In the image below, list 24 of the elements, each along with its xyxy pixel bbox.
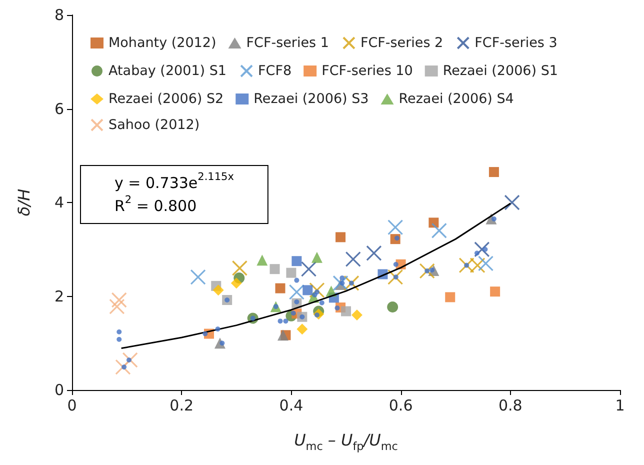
legend-label: FCF8: [258, 63, 292, 79]
x-tick-label: 1: [615, 396, 625, 414]
legend-label: Mohanty (2012): [108, 35, 216, 51]
y-tick-label: 4: [54, 194, 64, 212]
y-tick-label: 2: [54, 287, 64, 306]
legend-label: Rezaei (2006) S2: [108, 91, 224, 107]
x-tick-label: 0.2: [170, 396, 194, 414]
legend-label: FCF-series 1: [246, 35, 329, 51]
y-tick-label: 0: [54, 381, 64, 399]
legend-label: Rezaei (2006) S4: [398, 91, 514, 107]
legend-label: Rezaei (2006) S3: [254, 91, 369, 107]
y-tick-label: 6: [54, 100, 64, 118]
y-tick-label: 8: [54, 6, 64, 24]
legend-label: FCF-series 2: [360, 35, 444, 51]
y-axis-title: δ/H: [14, 188, 34, 216]
legend-label: FCF-series 10: [322, 63, 413, 79]
legend-label: FCF-series 3: [474, 35, 558, 51]
x-tick-label: 0.4: [279, 396, 304, 414]
x-tick-label: 0.6: [388, 396, 413, 414]
legend-label: Sahoo (2012): [108, 117, 200, 133]
legend-label: Rezaei (2006) S1: [442, 63, 558, 79]
legend-label: Atabay (2001) S1: [108, 63, 227, 79]
x-tick-label: 0.8: [498, 396, 522, 414]
x-tick-label: 0: [67, 396, 77, 414]
